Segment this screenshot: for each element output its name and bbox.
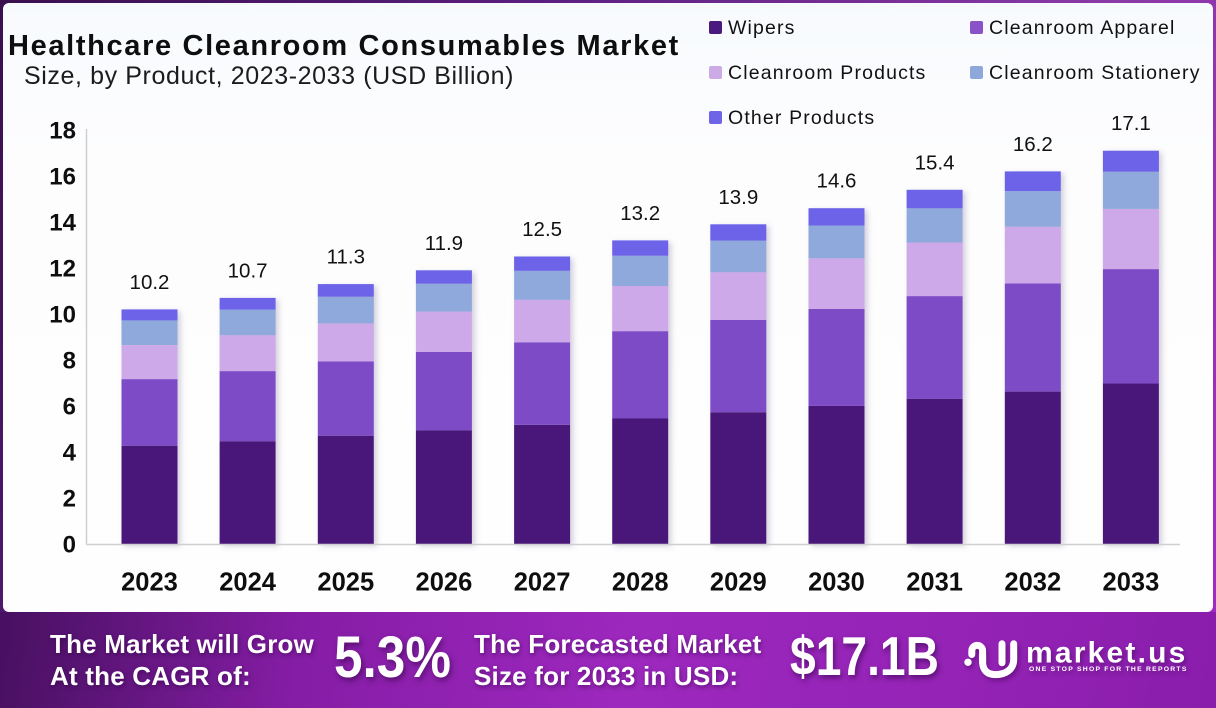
svg-text:2024: 2024 (219, 569, 277, 597)
svg-text:17.1: 17.1 (1111, 112, 1151, 135)
svg-text:2027: 2027 (514, 569, 571, 597)
svg-text:14.6: 14.6 (817, 170, 857, 193)
svg-text:11.9: 11.9 (425, 232, 463, 255)
svg-text:10.2: 10.2 (130, 271, 170, 294)
svg-text:2025: 2025 (317, 569, 374, 597)
svg-text:15.4: 15.4 (915, 151, 955, 174)
svg-text:12: 12 (49, 256, 76, 283)
svg-text:16: 16 (49, 164, 76, 191)
svg-text:market.us: market.us (1026, 637, 1188, 670)
svg-text:2023: 2023 (121, 569, 178, 597)
svg-text:2031: 2031 (906, 569, 963, 597)
svg-text:8: 8 (63, 348, 76, 375)
svg-text:4: 4 (63, 440, 77, 467)
svg-text:10.7: 10.7 (228, 259, 268, 282)
svg-text:2033: 2033 (1103, 569, 1160, 597)
svg-text:18: 18 (49, 118, 76, 145)
svg-text:2030: 2030 (808, 569, 865, 597)
svg-text:ONE STOP SHOP FOR THE REPORTS: ONE STOP SHOP FOR THE REPORTS (1029, 666, 1188, 673)
svg-text:12.5: 12.5 (522, 218, 562, 241)
svg-text:6: 6 (63, 394, 76, 421)
svg-text:16.2: 16.2 (1013, 133, 1053, 156)
svg-text:13.9: 13.9 (718, 186, 758, 209)
svg-text:2028: 2028 (612, 569, 669, 597)
svg-text:13.2: 13.2 (620, 202, 660, 225)
svg-text:2032: 2032 (1004, 569, 1061, 597)
svg-text:2: 2 (63, 486, 76, 513)
svg-text:2026: 2026 (416, 569, 473, 597)
svg-text:14: 14 (49, 210, 76, 237)
svg-text:0: 0 (63, 532, 76, 559)
svg-text:10: 10 (49, 302, 76, 329)
svg-text:11.3: 11.3 (327, 246, 365, 269)
svg-text:2029: 2029 (710, 569, 767, 597)
